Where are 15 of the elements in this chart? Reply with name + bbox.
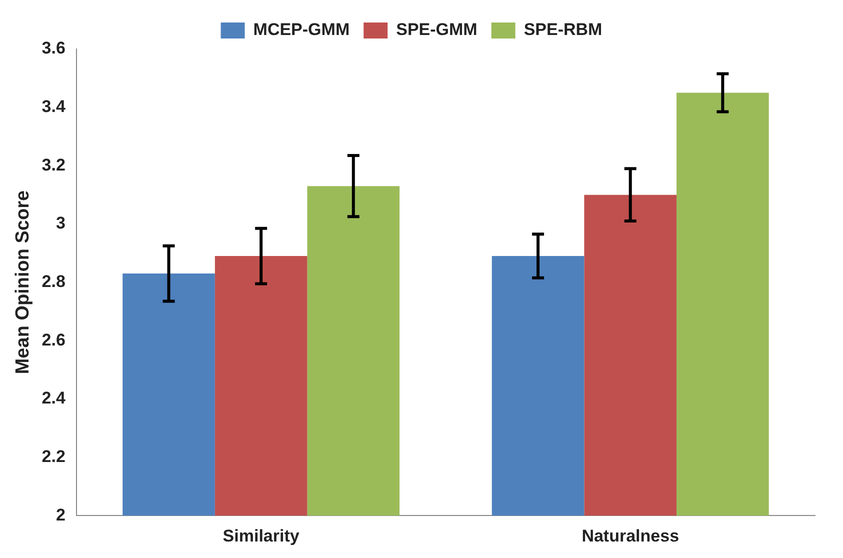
legend-label: SPE-GMM	[396, 20, 478, 40]
legend-label: SPE-RBM	[524, 20, 602, 40]
y-tick-label: 3.2	[42, 155, 66, 174]
x-tick-label: Similarity	[222, 526, 300, 546]
y-tick-label: 3.4	[42, 97, 66, 116]
y-tick-label: 2	[56, 505, 66, 524]
y-tick-label: 2.4	[42, 388, 66, 408]
x-tick-label: Naturalness	[582, 526, 680, 546]
y-tick-label: 3.6	[42, 38, 66, 58]
y-axis-title: Mean Opinion Score	[12, 190, 34, 374]
y-tick-label: 2.8	[42, 272, 66, 291]
y-tick-label: 2.2	[42, 446, 66, 466]
y-tick-label: 2.6	[42, 330, 66, 350]
y-tick-label: 3	[56, 214, 66, 233]
legend-label: MCEP-GMM	[253, 20, 350, 40]
